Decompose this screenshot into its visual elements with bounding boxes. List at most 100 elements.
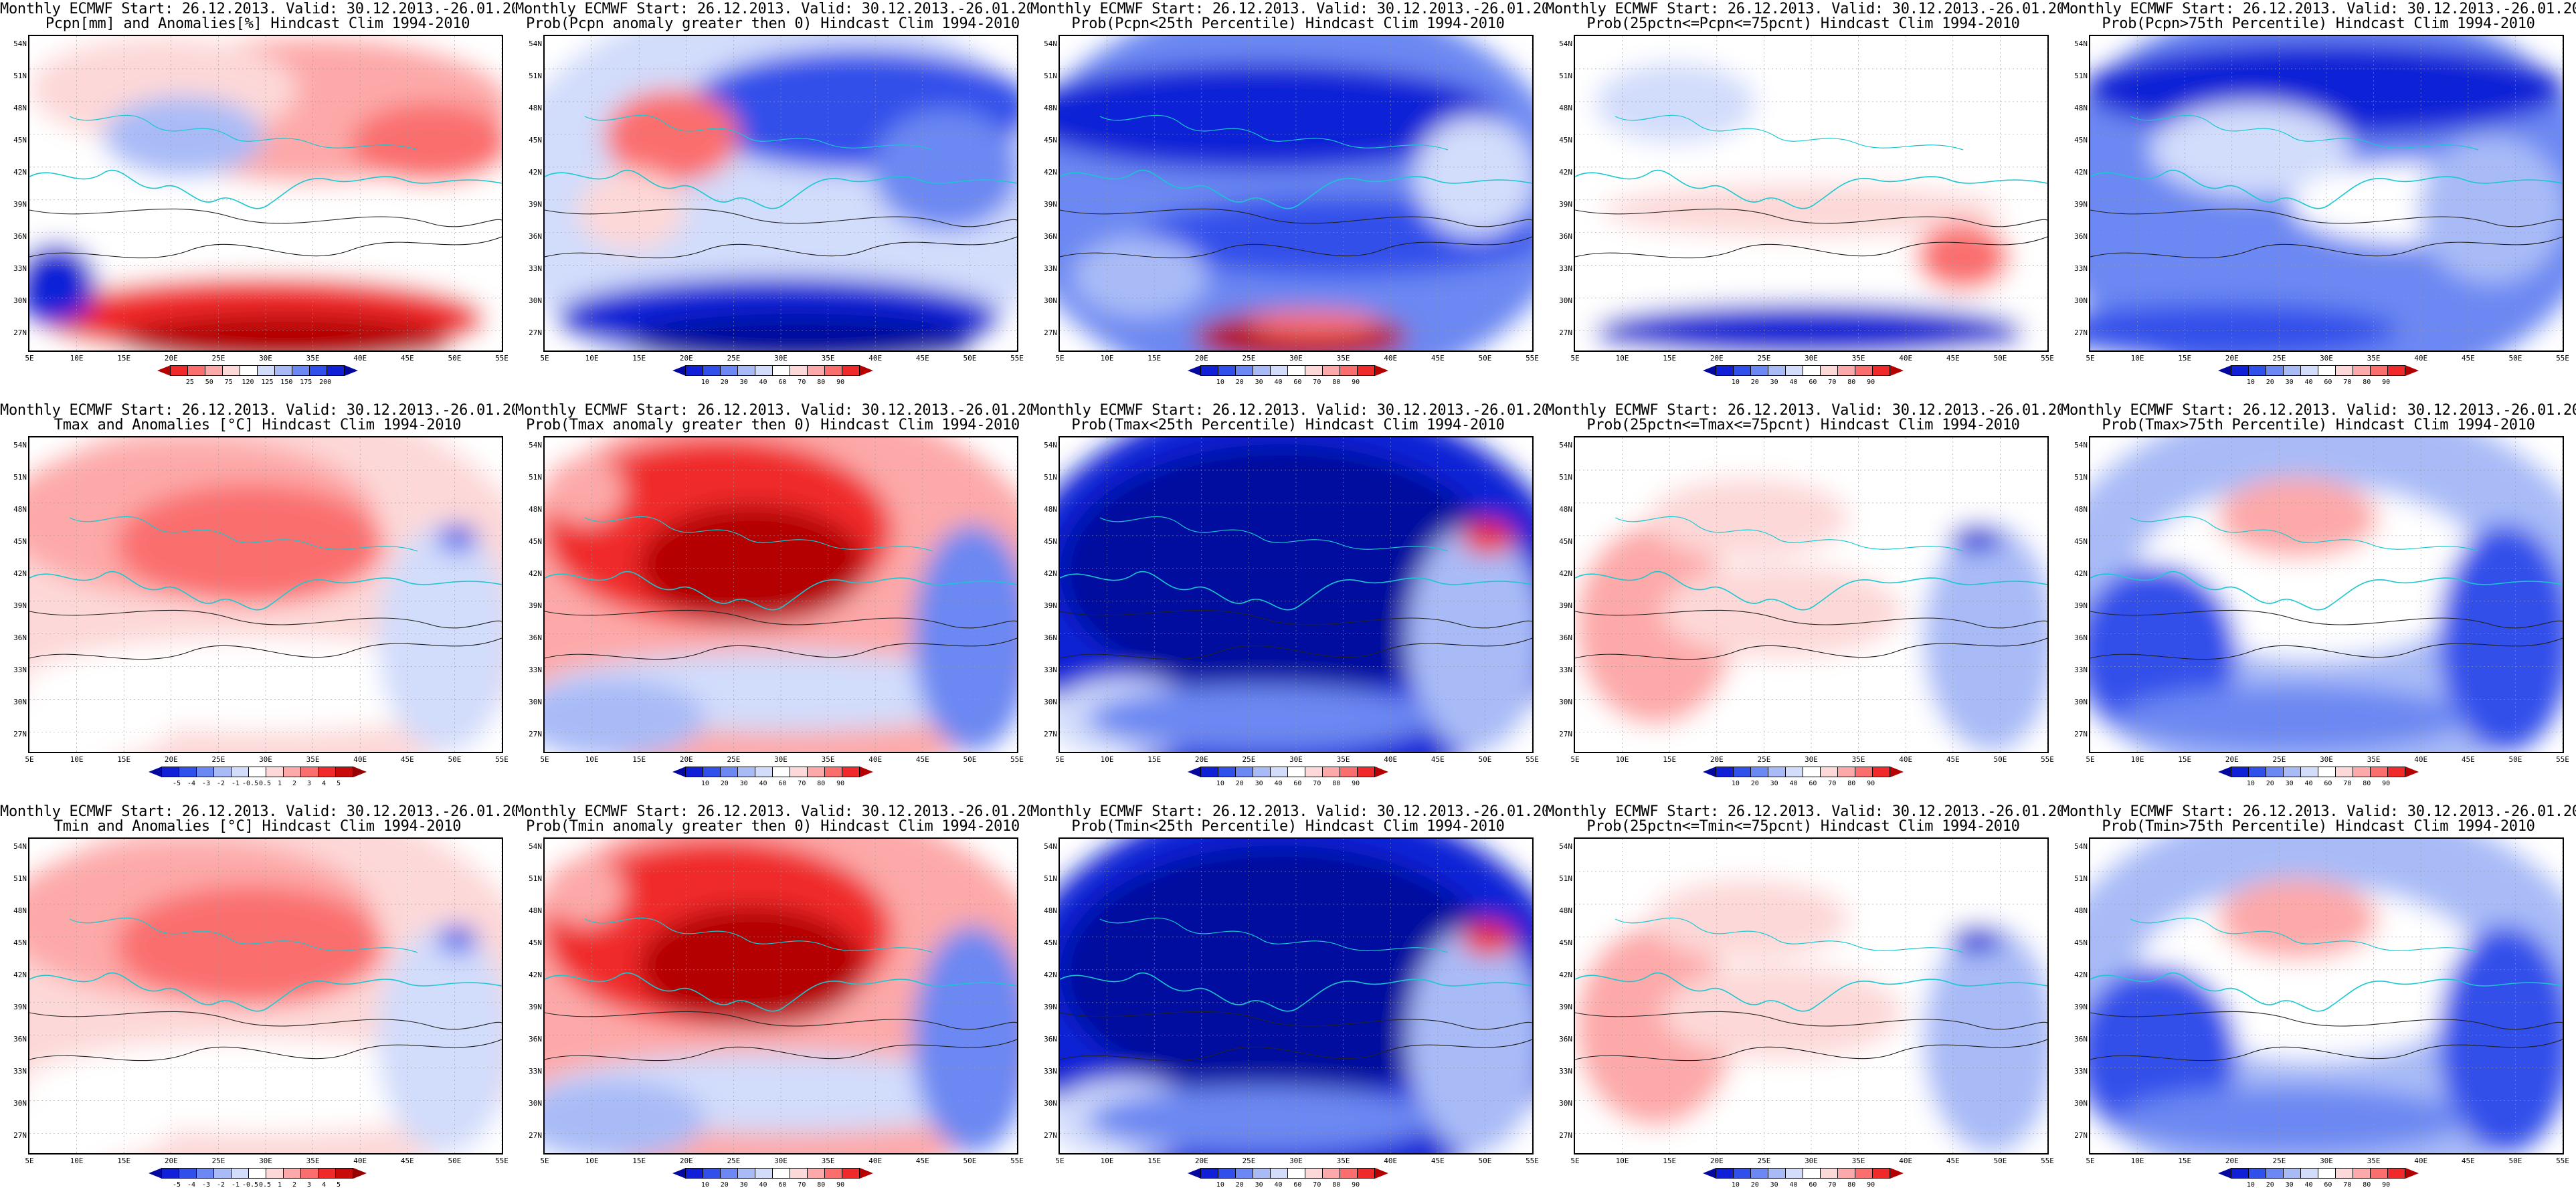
forecast-map <box>28 436 503 753</box>
longitude-tick-label: 35E <box>306 354 320 363</box>
colorbar-tick-label: 20 <box>720 1181 729 1189</box>
latitude-tick-label: 48N <box>13 505 27 514</box>
panel-title-line1: Monthly ECMWF Start: 26.12.2013. Valid: … <box>1546 803 2061 820</box>
anomaly-field <box>438 524 478 551</box>
colorbar-segment <box>1872 1168 1890 1179</box>
anomaly-field <box>438 926 478 952</box>
panel-tmax-anomalies: Monthly ECMWF Start: 26.12.2013. Valid: … <box>0 401 515 803</box>
colorbar-tick-label: 3 <box>306 1181 312 1189</box>
colorbar <box>1703 365 1904 376</box>
latitude-tick-label: 30N <box>13 698 27 706</box>
longitude-tick-label: 15E <box>2178 1157 2192 1165</box>
colorbar-segment <box>161 1168 179 1179</box>
colorbar-segment <box>2335 767 2353 777</box>
colorbar-tick-label: 90 <box>2382 1181 2391 1189</box>
coastline <box>1060 169 1532 209</box>
longitude-tick-label: 15E <box>632 1157 646 1165</box>
longitude-tick-label: 30E <box>1289 1157 1303 1165</box>
longitude-tick-label: 5E <box>540 1157 549 1165</box>
panel-prob-pcpn-above-75th: Monthly ECMWF Start: 26.12.2013. Valid: … <box>2061 0 2576 401</box>
coastline <box>545 169 1017 209</box>
latitude-tick-label: 33N <box>13 666 27 674</box>
longitude-tick-label: 45E <box>1431 755 1445 764</box>
contour-line <box>545 236 1017 259</box>
colorbar-tick-label: 70 <box>2343 379 2352 386</box>
colorbar-tick-label: 60 <box>1293 379 1302 386</box>
longitude-tick-label: 55E <box>1010 755 1024 764</box>
latitude-tick-label: 54N <box>13 842 27 851</box>
colorbar-tick-label: 30 <box>1770 1181 1778 1189</box>
latitude-tick-label: 27N <box>2074 1131 2088 1140</box>
colorbar-segment <box>2266 767 2284 777</box>
contour-line <box>545 1039 1017 1062</box>
colorbar-tick-label: 70 <box>1313 780 1321 787</box>
contour-line <box>1060 609 1532 629</box>
longitude-tick-label: 40E <box>1899 354 1913 363</box>
border-line <box>1615 114 1964 150</box>
colorbar-tick-label: 10 <box>2246 780 2255 787</box>
colorbar-segment <box>170 365 188 376</box>
latitude-tick-label: 36N <box>2074 232 2088 241</box>
colorbar-tick-label: 40 <box>2304 780 2313 787</box>
colorbar-tick-label: 80 <box>1847 780 1856 787</box>
colorbar-segment <box>720 767 738 777</box>
latitude-tick-label: 54N <box>13 39 27 48</box>
forecast-map <box>543 837 1018 1155</box>
coastline <box>1575 571 2047 611</box>
colorbar-tick-label: 30 <box>1770 379 1778 386</box>
panel-title-line1: Monthly ECMWF Start: 26.12.2013. Valid: … <box>2061 402 2576 419</box>
latitude-tick-label: 33N <box>529 1067 542 1076</box>
colorbar-min-arrow <box>672 767 686 777</box>
colorbar <box>157 365 358 376</box>
longitude-tick-label: 25E <box>211 1157 225 1165</box>
anomaly-field <box>872 110 1017 230</box>
colorbar-max-arrow <box>1375 1168 1388 1179</box>
colorbar-segment <box>1750 365 1768 376</box>
latitude-tick-label: 48N <box>1044 505 1057 514</box>
latitude-tick-label: 48N <box>2074 505 2088 514</box>
latitude-tick-label: 39N <box>1044 601 1057 610</box>
colorbar-min-arrow <box>2218 365 2231 376</box>
colorbar-segment <box>231 767 249 777</box>
anomaly-field <box>1060 444 1501 698</box>
anomaly-field <box>2117 685 2465 752</box>
latitude-tick-label: 33N <box>1559 264 1572 273</box>
latitude-tick-label: 36N <box>1044 232 1057 241</box>
longitude-tick-label: 35E <box>306 755 320 764</box>
latitude-tick-label: 33N <box>529 264 542 273</box>
colorbar-segment <box>2353 767 2371 777</box>
colorbar-segment <box>842 767 860 777</box>
contour-line <box>1060 208 1532 227</box>
longitude-tick-label: 45E <box>2461 755 2475 764</box>
colorbar-tick-label: 3 <box>306 780 312 787</box>
colorbar-segment <box>842 365 860 376</box>
longitude-tick-label: 10E <box>70 1157 84 1165</box>
longitude-tick-label: 15E <box>1147 755 1162 764</box>
colorbar-segment <box>842 1168 860 1179</box>
longitude-tick-label: 25E <box>2272 1157 2286 1165</box>
longitude-tick-label: 35E <box>1851 354 1865 363</box>
colorbar-tick-label: 80 <box>1332 379 1341 386</box>
colorbar-tick-label: 20 <box>2266 379 2274 386</box>
colorbar-tick-label: 70 <box>1828 1181 1837 1189</box>
longitude-tick-label: 25E <box>727 755 741 764</box>
anomaly-field <box>605 90 739 183</box>
latitude-tick-label: 45N <box>1559 938 1572 947</box>
colorbar <box>672 365 873 376</box>
colorbar-segment <box>790 767 808 777</box>
longitude-tick-label: 5E <box>2086 755 2095 764</box>
colorbar-segment <box>1855 767 1873 777</box>
colorbar-tick-label: 30 <box>1770 780 1778 787</box>
longitude-tick-label: 50E <box>1993 354 2007 363</box>
panel-prob-tmax-above-75th: Monthly ECMWF Start: 26.12.2013. Valid: … <box>2061 401 2576 803</box>
colorbar-tick-label: 40 <box>1274 1181 1283 1189</box>
longitude-tick-label: 10E <box>585 755 599 764</box>
longitude-tick-label: 55E <box>2041 755 2054 764</box>
colorbar-segment <box>335 1168 353 1179</box>
colorbar-tick-label: 25 <box>185 379 194 386</box>
colorbar-segment <box>685 767 703 777</box>
colorbar-tick-label: 90 <box>1352 379 1360 386</box>
latitude-tick-label: 27N <box>1559 730 1572 738</box>
latitude-tick-label: 51N <box>1559 874 1572 883</box>
colorbar-segment <box>2318 365 2336 376</box>
